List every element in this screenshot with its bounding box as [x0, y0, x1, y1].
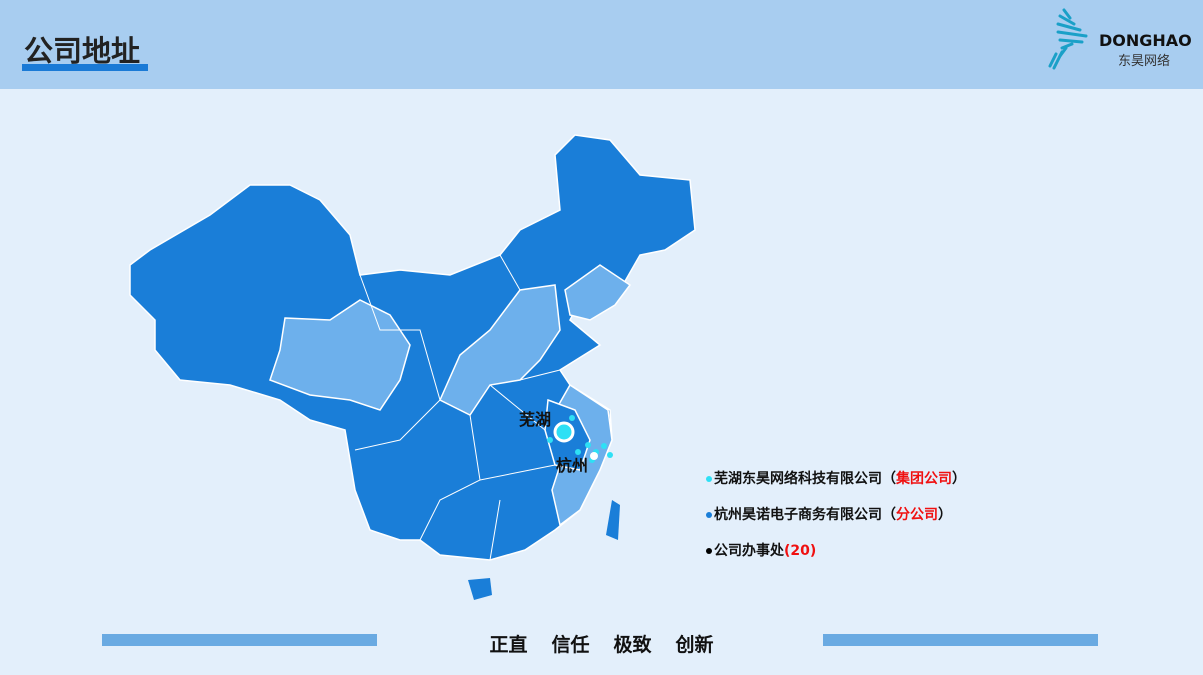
legend-text: 杭州昊诺电子商务有限公司（ — [714, 507, 896, 523]
taiwan — [606, 500, 620, 540]
hangzhou-marker — [590, 452, 598, 460]
logo-text: DONGHAO — [1099, 31, 1192, 50]
page-title: 公司地址 — [24, 34, 141, 68]
office-dots — [547, 415, 613, 463]
slogan-word: 极致 — [613, 634, 652, 656]
legend-tag: 分公司 — [896, 507, 938, 523]
title-underline — [22, 64, 148, 71]
legend-close: ） — [938, 507, 952, 523]
slogan: 正直 信任 极致 创新 — [0, 630, 1203, 657]
legend-item-hangzhou: 杭州昊诺电子商务有限公司（分公司） — [706, 504, 952, 524]
slogan-word: 创新 — [675, 634, 714, 656]
footer-line-right — [823, 634, 1098, 646]
legend-close: ） — [952, 471, 966, 487]
slogan-word: 正直 — [489, 634, 528, 656]
legend-text: 公司办事处 — [714, 543, 784, 559]
logo-subtext: 东昊网络 — [1118, 54, 1171, 69]
header-bar — [0, 0, 1203, 89]
hainan — [468, 578, 492, 600]
bullet-icon — [706, 512, 712, 518]
logo-icon — [1048, 8, 1088, 70]
slogan-word: 信任 — [551, 634, 590, 656]
legend-item-wuhu: 芜湖东昊网络科技有限公司（集团公司） — [706, 468, 966, 488]
bullet-icon — [706, 548, 712, 554]
legend-item-offices: 公司办事处(20) — [706, 540, 816, 560]
province-borders — [354, 254, 561, 561]
legend-tag: (20) — [784, 543, 817, 559]
region-north — [439, 284, 561, 416]
city-label-wuhu: 芜湖 — [519, 410, 552, 429]
legend-tag: 集团公司 — [896, 471, 952, 487]
footer-line-left — [102, 634, 377, 646]
region-qinghai — [269, 299, 411, 411]
region-liaoning — [564, 264, 632, 321]
bullet-icon — [706, 476, 712, 482]
city-label-hangzhou: 杭州 — [556, 456, 589, 475]
map-mainland — [129, 134, 696, 561]
wuhu-marker — [553, 421, 575, 443]
legend-text: 芜湖东昊网络科技有限公司（ — [714, 471, 896, 487]
